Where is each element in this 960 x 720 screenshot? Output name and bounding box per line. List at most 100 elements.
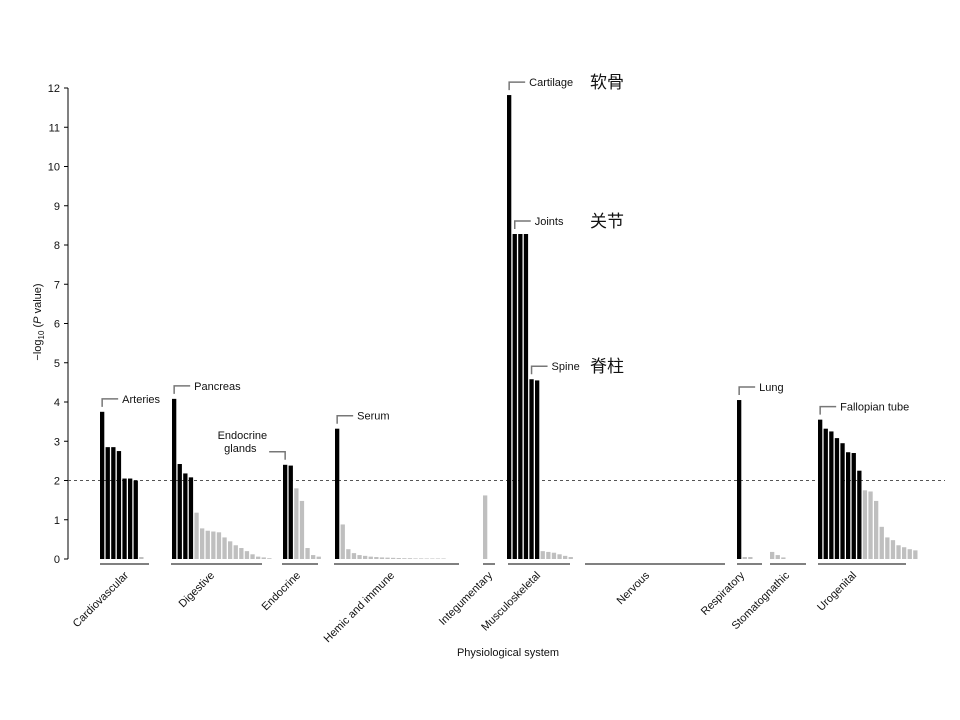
- bar: [351, 553, 357, 559]
- annotation-label-chinese: 软骨: [590, 73, 624, 93]
- bar: [194, 512, 199, 559]
- bar: [340, 524, 345, 559]
- bar: [357, 555, 362, 559]
- bar: [379, 557, 385, 559]
- x-axis-title: Physiological system: [457, 647, 559, 659]
- annotation-label: Endocrine: [218, 430, 268, 442]
- bar: [122, 478, 127, 559]
- bar: [557, 554, 562, 559]
- annotation-label: Cartilage: [529, 77, 573, 89]
- bar: [430, 558, 435, 559]
- bar: [518, 234, 523, 559]
- bar: [216, 532, 222, 559]
- bar: [846, 452, 851, 559]
- bar: [902, 547, 907, 559]
- bar: [424, 558, 429, 559]
- annotation-bracket: [514, 220, 531, 230]
- bar: [896, 545, 901, 559]
- y-tick-label: 2: [54, 476, 60, 488]
- bar: [834, 438, 840, 559]
- bars: [100, 95, 918, 559]
- bar: [840, 443, 845, 559]
- bar: [540, 551, 545, 559]
- y-tick-label: 11: [49, 122, 60, 134]
- bar: [868, 491, 873, 559]
- bar: [335, 428, 340, 559]
- y-tick-label: 6: [54, 319, 60, 331]
- annotation-label: Lung: [759, 382, 783, 394]
- bar: [737, 400, 742, 559]
- y-tick-label: 7: [54, 279, 60, 291]
- bar: [568, 557, 573, 559]
- bar: [857, 470, 862, 559]
- bar: [311, 555, 316, 559]
- group-label: Cardiovascular: [71, 569, 132, 630]
- y-tick-label: 0: [54, 554, 60, 566]
- annotation-bracket: [819, 405, 837, 415]
- annotation-bracket: [101, 398, 119, 407]
- bar: [105, 447, 110, 559]
- annotation-label: Arteries: [122, 394, 160, 406]
- bar: [385, 557, 390, 559]
- bar: [205, 530, 210, 559]
- bar: [523, 234, 529, 559]
- bar: [177, 464, 182, 559]
- bar: [890, 540, 896, 559]
- bar: [879, 526, 884, 559]
- bar: [407, 558, 413, 559]
- bar: [368, 556, 373, 559]
- y-tick-label: 3: [54, 436, 60, 448]
- annotation-bracket: [530, 365, 548, 375]
- group-label: Urogenital: [815, 570, 859, 614]
- bar: [441, 558, 446, 559]
- bar: [563, 555, 568, 559]
- y-tick-label: 5: [54, 358, 60, 370]
- bar: [363, 555, 368, 559]
- bar: [346, 549, 351, 559]
- annotation-bracket: [269, 451, 286, 460]
- bar: [781, 557, 786, 559]
- bar: [742, 557, 747, 559]
- bar: [299, 500, 305, 559]
- bar: [435, 558, 441, 559]
- y-axis-title: −log10 (P value): [32, 283, 46, 360]
- bar: [535, 380, 540, 559]
- bar: [419, 558, 424, 559]
- bar: [374, 557, 379, 559]
- group-label: Respiratory: [699, 569, 748, 618]
- y-tick-label: 8: [54, 240, 60, 252]
- bar: [239, 548, 244, 559]
- bar: [775, 555, 780, 559]
- bar: [200, 528, 205, 559]
- bar: [250, 554, 255, 559]
- annotation-label-chinese: 关节: [590, 212, 624, 232]
- group-labels: Cardiovascular Digestive Endocrine Hemic an…: [71, 569, 859, 645]
- group-label: Nervous: [615, 569, 653, 607]
- annotation-label: Serum: [357, 411, 389, 423]
- bar: [188, 477, 194, 559]
- group-label: Endocrine: [260, 570, 304, 614]
- bar: [261, 557, 266, 559]
- bar: [294, 488, 299, 559]
- bar: [288, 465, 293, 559]
- annotation-label: Spine: [552, 361, 580, 373]
- bar: [402, 558, 407, 559]
- bar: [256, 556, 261, 559]
- y-tick-label: 4: [54, 397, 60, 409]
- group-label: Digestive: [177, 570, 217, 610]
- bar: [391, 557, 396, 559]
- bar: [546, 551, 551, 559]
- bar: [396, 558, 401, 559]
- annotation-label: Fallopian tube: [840, 402, 909, 414]
- bar: [818, 419, 823, 559]
- annotation-bracket: [173, 385, 191, 394]
- annotation-label-line2: glands: [224, 443, 257, 455]
- bar: [183, 473, 188, 559]
- bar: [483, 495, 488, 559]
- bar: [283, 464, 288, 559]
- y-tick-label: 9: [54, 201, 60, 213]
- bar: [244, 551, 250, 559]
- bar: [211, 531, 216, 559]
